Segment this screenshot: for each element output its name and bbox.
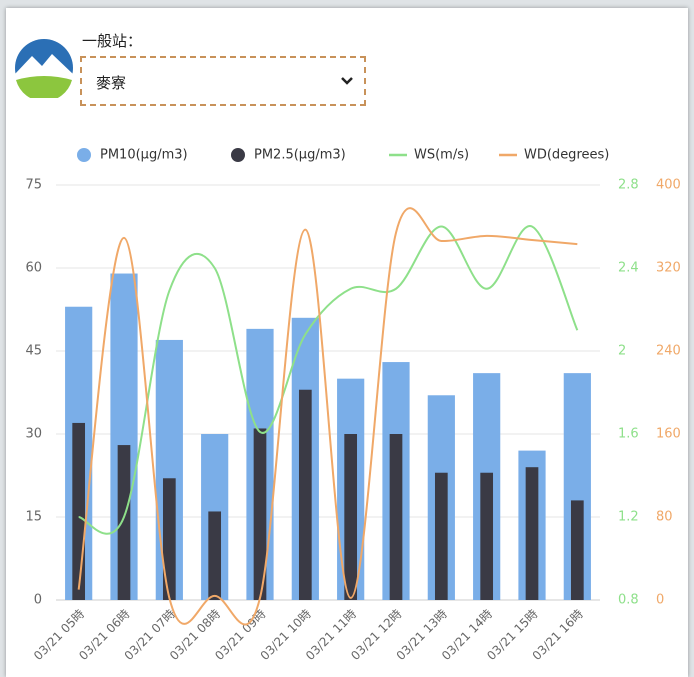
tick-label: 0.8	[618, 593, 639, 608]
legend-marker	[231, 148, 245, 162]
legend-label: PM10(μg/m3)	[100, 148, 188, 163]
tick-label: 1.2	[618, 510, 639, 525]
bar	[344, 434, 358, 600]
tick-label: 2.8	[618, 178, 639, 193]
bar	[570, 500, 584, 600]
bar	[434, 472, 448, 600]
bar	[298, 389, 312, 600]
tick-label: 30	[25, 427, 42, 442]
tick-label: 160	[656, 427, 681, 442]
bar	[117, 445, 131, 600]
bar	[480, 472, 494, 600]
legend-label: WS(m/s)	[414, 148, 469, 163]
legend-label: WD(degrees)	[524, 148, 609, 163]
tick-label: 2.4	[618, 261, 639, 276]
bar	[389, 434, 403, 600]
tick-label: 2	[618, 344, 626, 359]
tick-label: 60	[25, 261, 42, 276]
station-select[interactable]: 麥寮	[80, 56, 366, 106]
select-value: 麥寮	[96, 74, 127, 92]
tick-label: 240	[656, 344, 681, 359]
card: 一般站： 麥寮 0 15 30 45 60 75 0.8 1.2 1.6 2 2.4 2.8 0 80 16…	[6, 8, 688, 677]
tick-label: 75	[25, 178, 42, 193]
tick-label: 400	[656, 178, 681, 193]
legend-label: PM2.5(μg/m3)	[254, 148, 346, 163]
bar	[162, 478, 176, 600]
tick-label: 1.6	[618, 427, 639, 442]
bar	[208, 511, 222, 600]
line	[77, 207, 578, 626]
bar	[525, 467, 539, 600]
tick-label: 0	[34, 593, 42, 608]
chart: 0 15 30 45 60 75 0.8 1.2 1.6 2 2.4 2.8 0 80 160 240 320 4…	[25, 148, 681, 664]
legend-marker	[77, 148, 91, 162]
tick-label: 45	[25, 344, 42, 359]
tick-label: 80	[656, 510, 673, 525]
chevron	[341, 77, 353, 85]
line	[78, 225, 579, 535]
logo	[15, 39, 73, 98]
station-label: 一般站：	[82, 32, 143, 50]
tick-label: 15	[25, 510, 42, 525]
legend: PM10(μg/m3) PM2.5(μg/m3) WS(m/s) WD(degrees…	[77, 148, 609, 163]
tick-label: 320	[656, 261, 681, 276]
tick-label: 0	[656, 593, 664, 608]
bar	[253, 428, 267, 600]
bar	[72, 422, 86, 600]
